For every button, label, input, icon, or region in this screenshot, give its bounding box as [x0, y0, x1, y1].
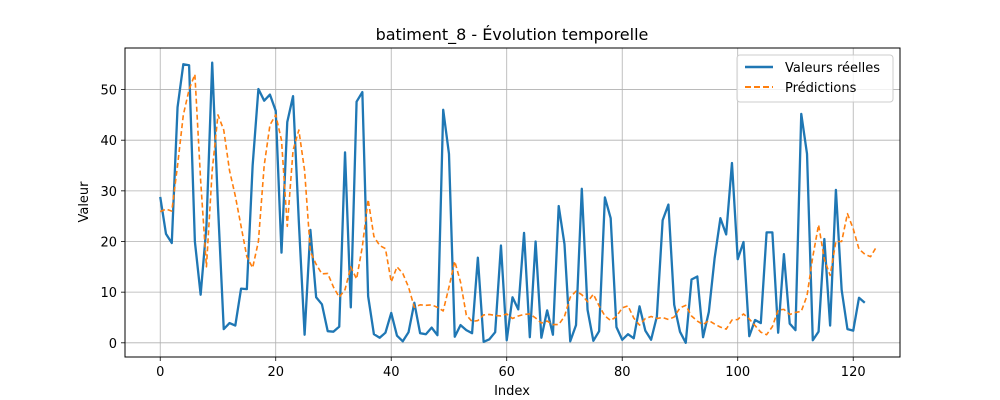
legend-label-real: Valeurs réelles: [785, 61, 880, 76]
y-tick-label: 0: [109, 337, 117, 352]
x-tick-label: 20: [267, 365, 284, 380]
series-layer: [159, 61, 878, 344]
y-tick-label: 20: [100, 236, 117, 251]
y-tick-label: 10: [100, 286, 117, 301]
x-tick-label: 80: [614, 365, 631, 380]
legend: Valeurs réelles Prédictions: [736, 54, 894, 103]
chart-title: batiment_8 - Évolution temporelle: [376, 25, 649, 45]
x-tick-label: 100: [725, 365, 750, 380]
x-tick-label: 120: [841, 365, 866, 380]
y-tick-label: 40: [100, 134, 117, 149]
x-tick-label: 0: [156, 365, 164, 380]
y-tick-label: 30: [100, 185, 117, 200]
legend-label-pred: Prédictions: [785, 81, 857, 96]
x-tick-label: 60: [498, 365, 515, 380]
series-line-predictions: [159, 73, 878, 336]
y-axis-label: Valeur: [77, 181, 92, 223]
legend-box: [736, 54, 894, 103]
ticks: 0 20 40 60 80 100 120 0 10 20 30 40 50: [100, 84, 865, 380]
grid: [125, 48, 900, 357]
y-tick-label: 50: [100, 84, 117, 99]
series-line-actual: [159, 61, 866, 344]
x-axis-label: Index: [494, 384, 530, 399]
x-tick-label: 40: [383, 365, 400, 380]
plot-frame: [124, 47, 901, 358]
